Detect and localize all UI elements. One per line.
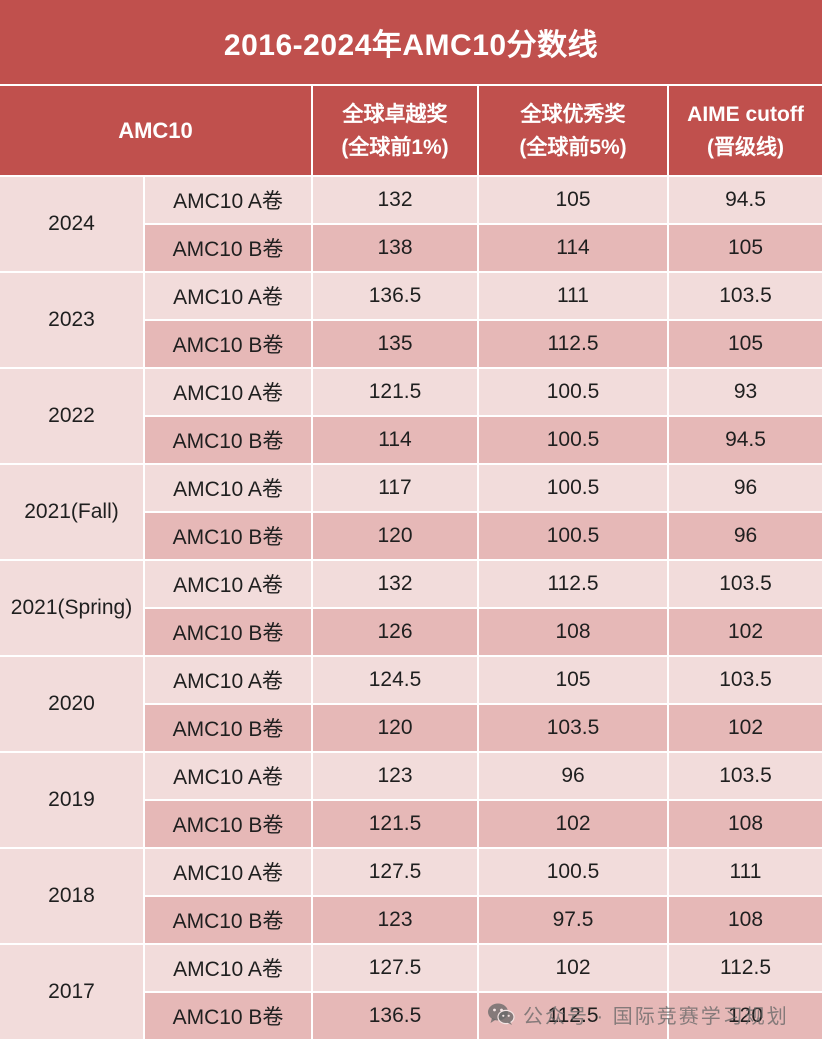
aime-cutoff-cell: 102 (669, 609, 822, 655)
paper-label-cell: AMC10 B卷 (145, 321, 311, 367)
aime-cutoff-cell: 108 (669, 897, 822, 943)
header-amc10: AMC10 (0, 86, 311, 175)
excellence-cutoff-cell: 138 (313, 225, 477, 271)
excellence-cutoff-cell: 120 (313, 513, 477, 559)
aime-cutoff-cell: 111 (669, 849, 822, 895)
paper-label-cell: AMC10 B卷 (145, 513, 311, 559)
excellence-cutoff-cell: 124.5 (313, 657, 477, 703)
watermark: 公众号 · 国际竞赛学习规划 (487, 999, 789, 1029)
distinction-cutoff-cell: 112.5 (479, 561, 667, 607)
aime-cutoff-cell: 120 (669, 993, 822, 1039)
header-excellence-subtitle: (全球前1%) (341, 135, 449, 159)
header-distinction-title: 全球优秀奖 (520, 102, 626, 126)
distinction-cutoff-cell: 105 (479, 177, 667, 223)
distinction-cutoff-cell: 112.5 (479, 321, 667, 367)
excellence-cutoff-cell: 132 (313, 561, 477, 607)
title-bar: 2016-2024年AMC10分数线 (0, 0, 822, 84)
paper-label-cell: AMC10 A卷 (145, 273, 311, 319)
excellence-cutoff-cell: 117 (313, 465, 477, 511)
excellence-cutoff-cell: 123 (313, 753, 477, 799)
paper-label-cell: AMC10 B卷 (145, 897, 311, 943)
distinction-cutoff-cell: 97.5 (479, 897, 667, 943)
excellence-cutoff-cell: 121.5 (313, 369, 477, 415)
paper-label-cell: AMC10 B卷 (145, 705, 311, 751)
excellence-cutoff-cell: 127.5 (313, 849, 477, 895)
aime-cutoff-cell: 94.5 (669, 177, 822, 223)
score-table: AMC10 全球卓越奖 (全球前1%) 全球优秀奖 (全球前5%) AIME c… (0, 86, 822, 1039)
aime-cutoff-cell: 108 (669, 801, 822, 847)
year-cell: 2021(Fall) (0, 465, 143, 559)
distinction-cutoff-cell: 103.5 (479, 705, 667, 751)
excellence-cutoff-cell: 127.5 (313, 945, 477, 991)
aime-cutoff-cell: 96 (669, 513, 822, 559)
year-cell: 2019 (0, 753, 143, 847)
excellence-cutoff-cell: 120 (313, 705, 477, 751)
paper-label-cell: AMC10 A卷 (145, 945, 311, 991)
year-cell: 2022 (0, 369, 143, 463)
watermark-text: 公众号 · 国际竞赛学习规划 (523, 1005, 789, 1028)
aime-cutoff-cell: 105 (669, 225, 822, 271)
excellence-cutoff-cell: 126 (313, 609, 477, 655)
distinction-cutoff-cell: 100.5 (479, 417, 667, 463)
header-distinction-subtitle: (全球前5%) (519, 135, 627, 159)
header-aime-title: AIME cutoff (687, 102, 804, 126)
header-excellence-award: 全球卓越奖 (全球前1%) (313, 86, 477, 175)
aime-cutoff-cell: 94.5 (669, 417, 822, 463)
paper-label-cell: AMC10 A卷 (145, 177, 311, 223)
paper-label-cell: AMC10 A卷 (145, 561, 311, 607)
aime-cutoff-cell: 102 (669, 705, 822, 751)
distinction-cutoff-cell: 105 (479, 657, 667, 703)
paper-label-cell: AMC10 B卷 (145, 609, 311, 655)
distinction-cutoff-cell: 96 (479, 753, 667, 799)
paper-label-cell: AMC10 B卷 (145, 225, 311, 271)
aime-cutoff-cell: 103.5 (669, 753, 822, 799)
wechat-icon (487, 1002, 515, 1026)
paper-label-cell: AMC10 B卷 (145, 417, 311, 463)
aime-cutoff-cell: 96 (669, 465, 822, 511)
header-distinction-award: 全球优秀奖 (全球前5%) (479, 86, 667, 175)
year-cell: 2024 (0, 177, 143, 271)
distinction-cutoff-cell: 114 (479, 225, 667, 271)
year-cell: 2017 (0, 945, 143, 1039)
header-excellence-title: 全球卓越奖 (342, 102, 448, 126)
paper-label-cell: AMC10 A卷 (145, 657, 311, 703)
aime-cutoff-cell: 103.5 (669, 561, 822, 607)
distinction-cutoff-cell: 100.5 (479, 849, 667, 895)
distinction-cutoff-cell: 100.5 (479, 369, 667, 415)
paper-label-cell: AMC10 A卷 (145, 369, 311, 415)
year-cell: 2023 (0, 273, 143, 367)
paper-label-cell: AMC10 A卷 (145, 753, 311, 799)
excellence-cutoff-cell: 135 (313, 321, 477, 367)
aime-cutoff-cell: 103.5 (669, 273, 822, 319)
aime-cutoff-cell: 103.5 (669, 657, 822, 703)
header-aime-cutoff: AIME cutoff (晋级线) (669, 86, 822, 175)
excellence-cutoff-cell: 114 (313, 417, 477, 463)
year-cell: 2021(Spring) (0, 561, 143, 655)
excellence-cutoff-cell: 132 (313, 177, 477, 223)
paper-label-cell: AMC10 A卷 (145, 849, 311, 895)
aime-cutoff-cell: 93 (669, 369, 822, 415)
distinction-cutoff-cell: 102 (479, 945, 667, 991)
paper-label-cell: AMC10 B卷 (145, 801, 311, 847)
paper-label-cell: AMC10 A卷 (145, 465, 311, 511)
distinction-cutoff-cell: 100.5 (479, 465, 667, 511)
year-cell: 2020 (0, 657, 143, 751)
aime-cutoff-cell: 112.5 (669, 945, 822, 991)
page-title: 2016-2024年AMC10分数线 (223, 29, 599, 62)
paper-label-cell: AMC10 B卷 (145, 993, 311, 1039)
distinction-cutoff-cell: 108 (479, 609, 667, 655)
excellence-cutoff-cell: 136.5 (313, 993, 477, 1039)
distinction-cutoff-cell: 102 (479, 801, 667, 847)
year-cell: 2018 (0, 849, 143, 943)
header-aime-subtitle: (晋级线) (707, 135, 784, 159)
aime-cutoff-cell: 105 (669, 321, 822, 367)
excellence-cutoff-cell: 121.5 (313, 801, 477, 847)
distinction-cutoff-cell: 100.5 (479, 513, 667, 559)
excellence-cutoff-cell: 123 (313, 897, 477, 943)
distinction-cutoff-cell: 111 (479, 273, 667, 319)
excellence-cutoff-cell: 136.5 (313, 273, 477, 319)
